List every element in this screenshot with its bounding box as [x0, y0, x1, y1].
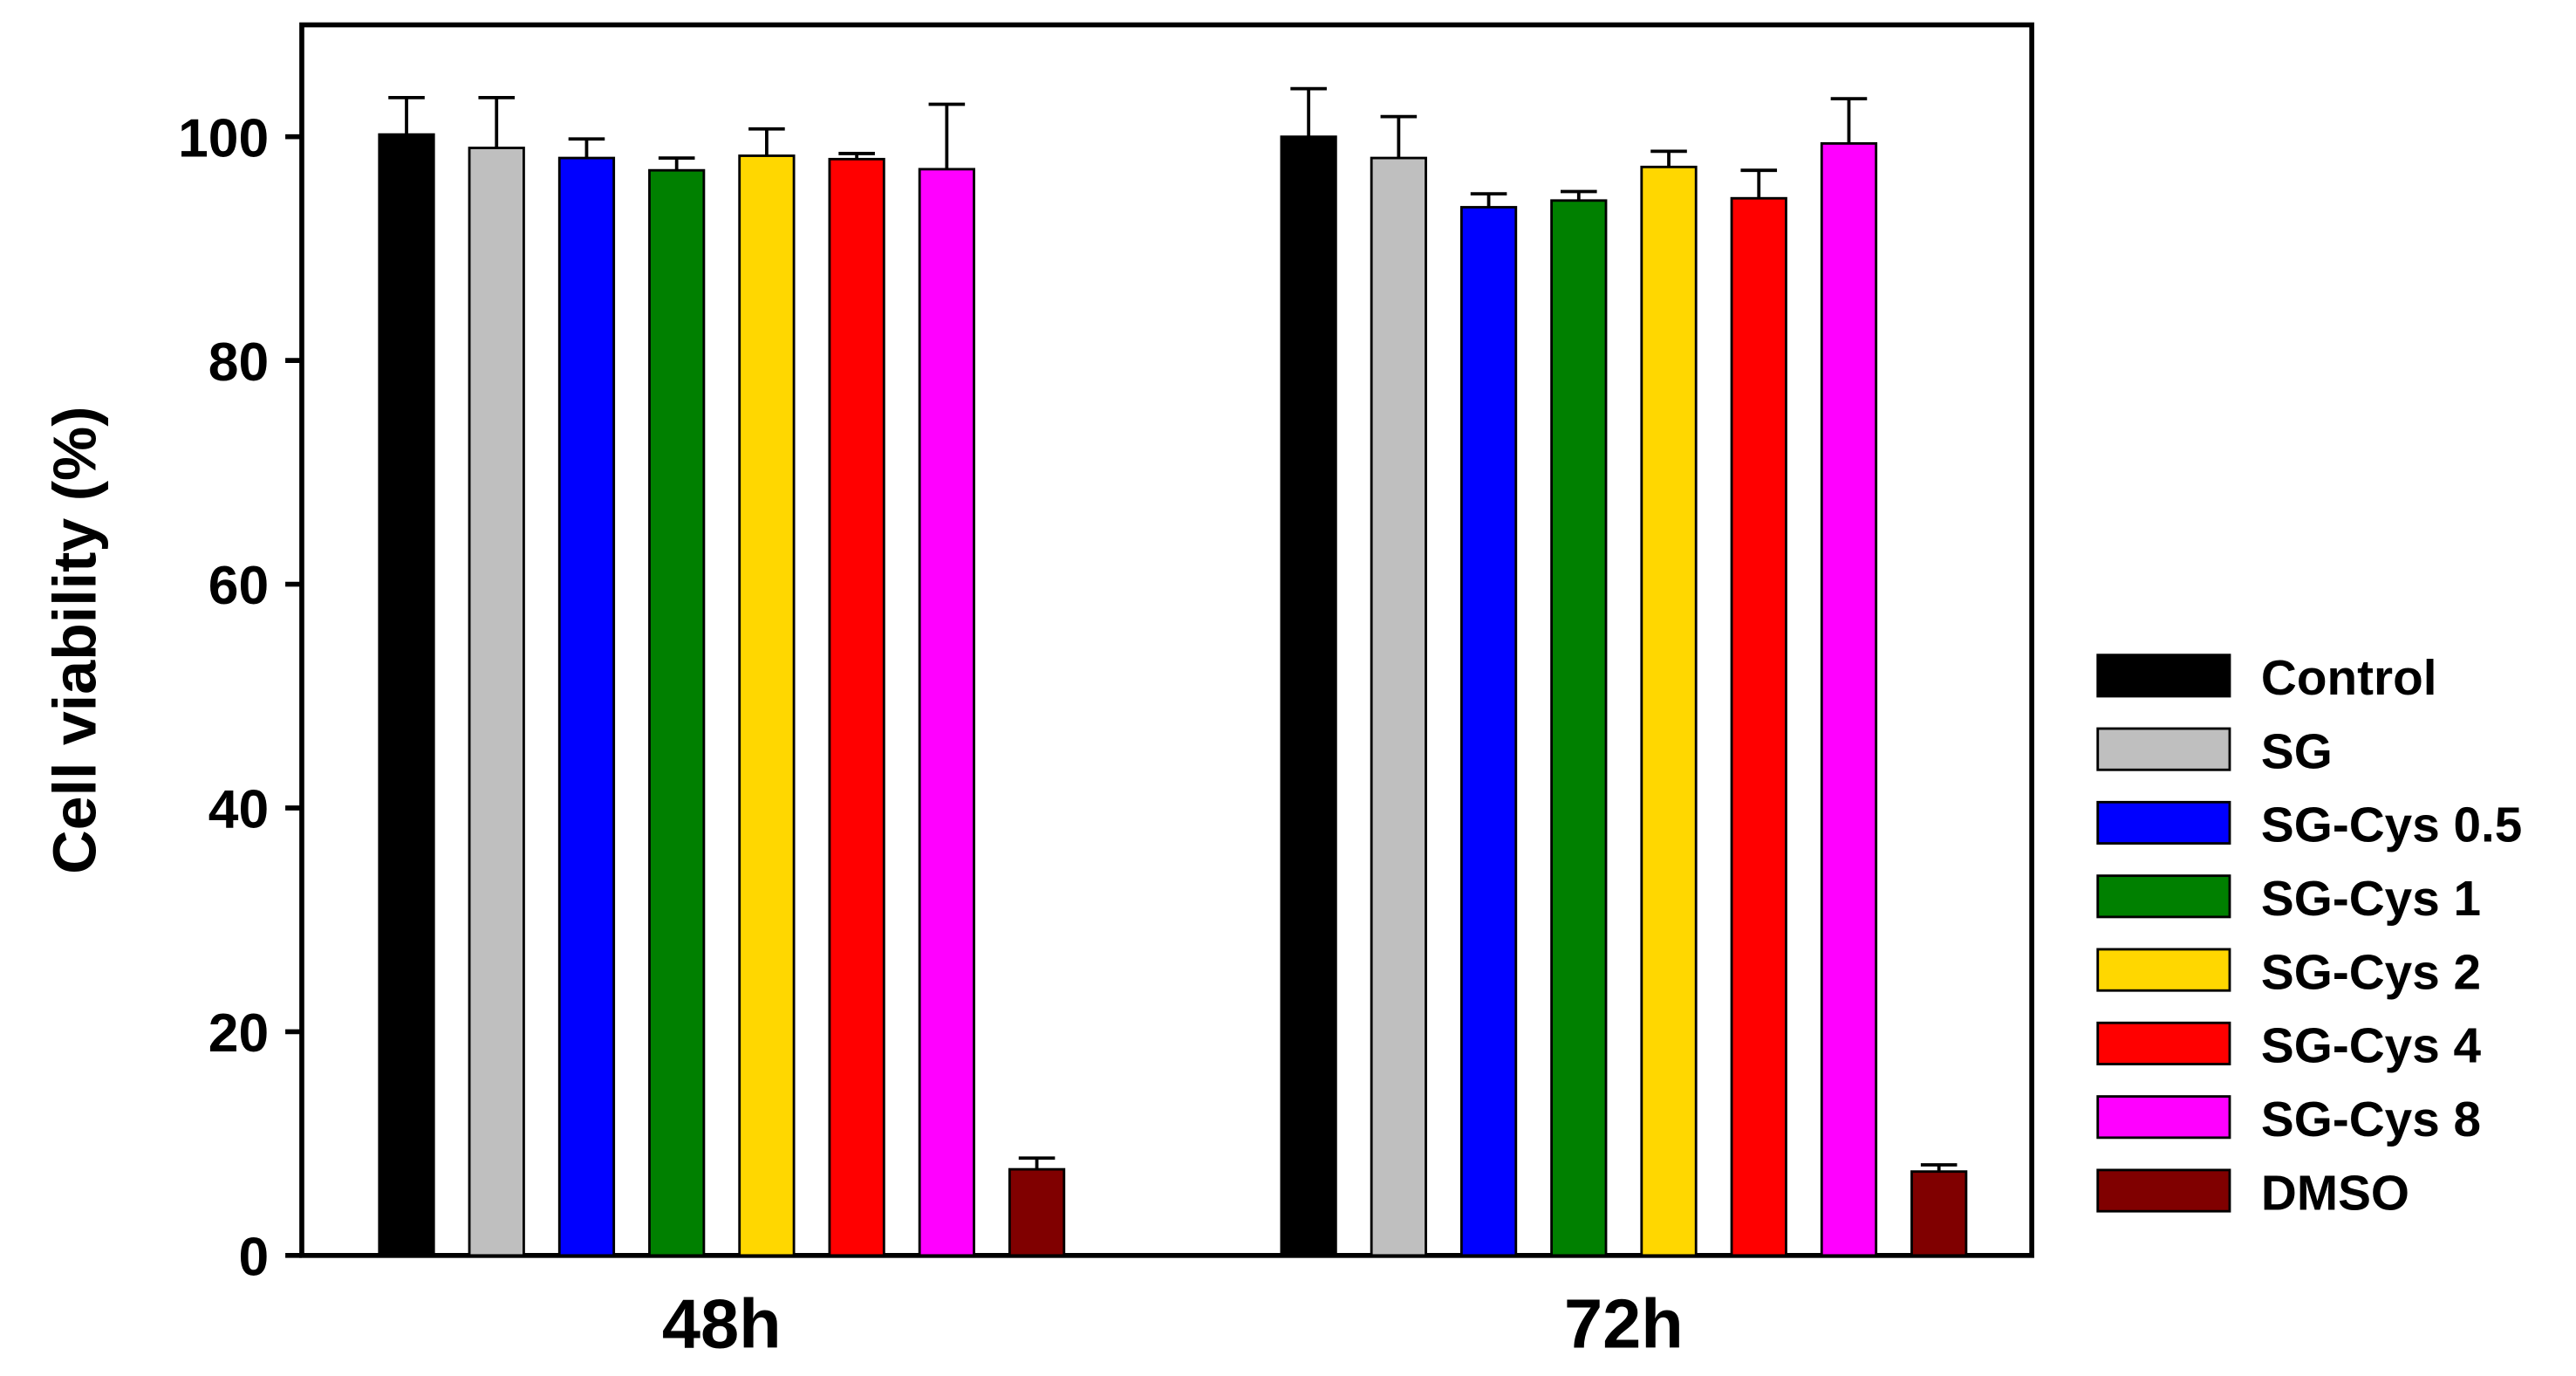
bar — [1008, 1167, 1066, 1257]
bar — [918, 168, 975, 1257]
x-tick-label: 48h — [662, 1285, 782, 1363]
x-tick-label: 72h — [1564, 1285, 1684, 1363]
bar — [648, 168, 706, 1257]
bar — [378, 133, 435, 1257]
legend-swatch — [2096, 654, 2231, 698]
x-axis: 48h 72h — [662, 1285, 1684, 1363]
legend-label: SG-Cys 4 — [2261, 1019, 2482, 1074]
bar — [1370, 156, 1427, 1257]
y-tick-label: 100 — [178, 108, 269, 168]
bar — [1730, 196, 1787, 1257]
bar — [557, 156, 616, 1257]
y-tick-label: 0 — [238, 1228, 269, 1288]
y-tick-label: 80 — [208, 332, 269, 393]
legend-label: DMSO — [2261, 1166, 2409, 1221]
plot-frame — [299, 22, 2034, 1258]
legend-swatch — [2096, 1168, 2231, 1213]
legend-swatch — [2096, 1021, 2231, 1065]
y-tick-label: 40 — [208, 780, 269, 840]
legend-swatch — [2096, 1095, 2231, 1140]
bar — [828, 157, 885, 1257]
bar — [1280, 135, 1337, 1257]
legend-label: Control — [2261, 651, 2437, 706]
legend-label: SG-Cys 1 — [2261, 872, 2481, 927]
y-axis: 0 20 40 60 80 100 — [178, 108, 302, 1288]
bar — [1459, 206, 1518, 1257]
y-tick-label: 20 — [208, 1003, 269, 1064]
legend-swatch — [2096, 727, 2231, 771]
legend-label: SG-Cys 8 — [2261, 1092, 2481, 1147]
bar — [468, 147, 525, 1257]
bar — [738, 154, 796, 1257]
bar — [1550, 199, 1608, 1257]
legend-swatch — [2096, 800, 2231, 845]
legend-label: SG-Cys 2 — [2261, 945, 2481, 1000]
legend-label: SG — [2261, 724, 2333, 779]
legend-label: SG-Cys 0.5 — [2261, 798, 2522, 853]
y-axis-label: Cell viability (%) — [41, 407, 109, 874]
legend: Control SG SG-Cys 0.5 SG-Cys 1 SG-Cys 2 SG-Cy… — [2096, 651, 2522, 1221]
legend-swatch — [2096, 948, 2231, 992]
legend-swatch — [2096, 874, 2231, 919]
bar — [1640, 165, 1698, 1257]
plot-area — [299, 22, 2034, 1258]
y-tick-label: 60 — [208, 556, 269, 616]
bar — [1820, 141, 1878, 1257]
bar — [1910, 1170, 1968, 1257]
